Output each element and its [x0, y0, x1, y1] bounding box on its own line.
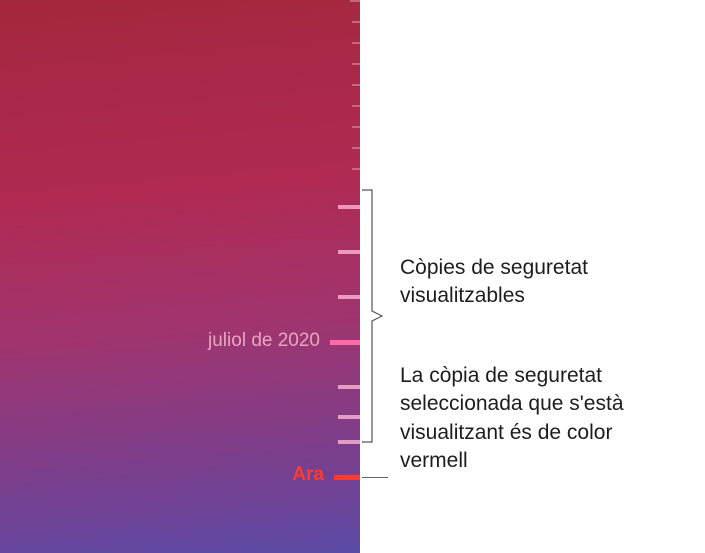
timeline-tick	[352, 126, 360, 128]
timeline-tick-backup[interactable]	[338, 415, 360, 419]
timeline-tick	[352, 84, 360, 86]
timeline-tick	[352, 105, 360, 107]
timeline-tick	[352, 42, 360, 44]
timeline-tick-now[interactable]	[334, 475, 360, 480]
timeline-panel: juliol de 2020 Ara	[0, 0, 360, 553]
timeline-tick-backup[interactable]	[338, 250, 360, 254]
timeline-tick-selected[interactable]	[330, 340, 360, 345]
timeline-tick	[352, 21, 360, 23]
timeline-selected-label: juliol de 2020	[208, 330, 320, 352]
callout-selected-backup: La còpia de seguretat seleccionada que s…	[400, 362, 680, 475]
timeline-tick	[352, 147, 360, 149]
timeline-tick-backup[interactable]	[338, 295, 360, 299]
timeline-now-label: Ara	[292, 464, 324, 486]
timeline-tick-backup[interactable]	[338, 385, 360, 389]
timeline-tick-backup[interactable]	[338, 440, 360, 444]
callout-bracket	[362, 188, 392, 446]
timeline-tick-backup[interactable]	[338, 205, 360, 209]
timeline-tick	[352, 168, 360, 170]
timeline-tick	[350, 0, 360, 2]
timeline-tick	[352, 63, 360, 65]
callout-viewable-backups: Còpies de seguretat visualitzables	[400, 254, 680, 311]
callout-lead-line	[362, 477, 388, 478]
